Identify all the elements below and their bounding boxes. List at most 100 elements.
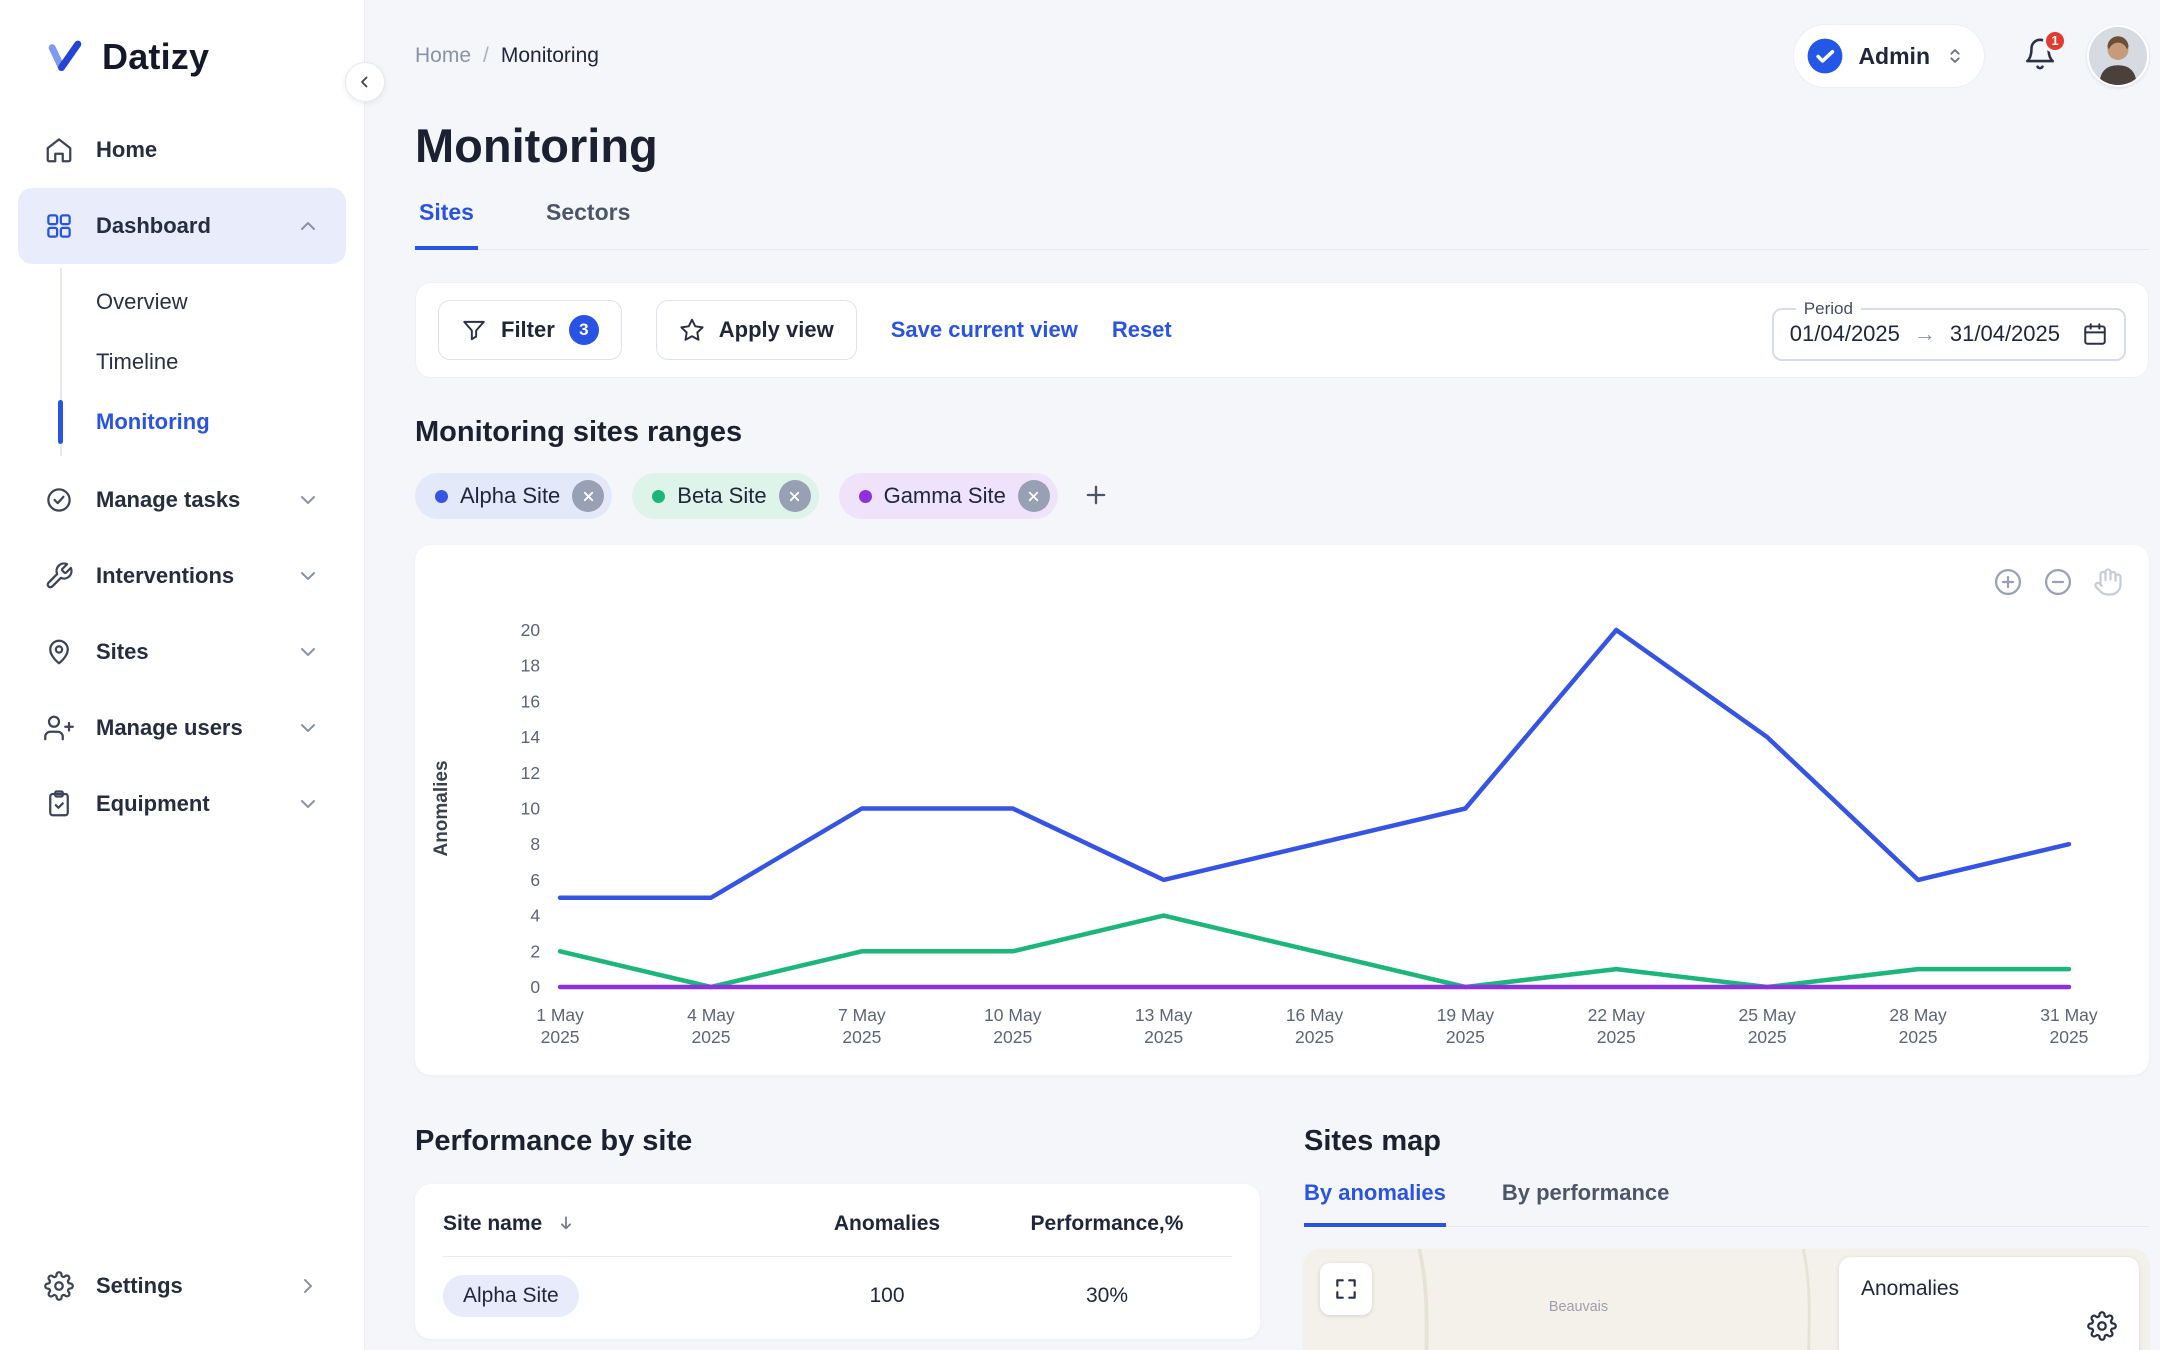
user-avatar[interactable] — [2087, 25, 2149, 87]
column-header-performance: Performance,% — [982, 1212, 1232, 1236]
svg-text:12: 12 — [521, 763, 540, 783]
zoom-in-icon — [1993, 567, 2023, 597]
chevron-left-icon — [356, 73, 374, 91]
sidebar-item-label: Settings — [96, 1273, 183, 1299]
sidebar-item-sites[interactable]: Sites — [18, 614, 346, 690]
svg-text:0: 0 — [530, 977, 540, 997]
close-icon — [581, 489, 596, 504]
map-tabs: By anomalies By performance — [1304, 1180, 2149, 1227]
sidebar-item-home[interactable]: Home — [18, 112, 346, 188]
map-settings-button[interactable] — [2087, 1311, 2117, 1344]
notifications-button[interactable]: 1 — [2023, 37, 2057, 76]
apply-view-button[interactable]: Apply view — [656, 300, 857, 360]
site-chip: Beta Site — [632, 473, 818, 519]
main-content: Home / Monitoring Admin 1 Monitorin — [365, 0, 2160, 1350]
map-legend-label: Anomalies — [1861, 1277, 1959, 1301]
page-tabs: Sites Sectors — [415, 199, 2149, 250]
app: Datizy Home Dashboard Overview Timeline … — [0, 0, 2160, 1350]
map-fullscreen-button[interactable] — [1320, 1263, 1372, 1315]
period-picker[interactable]: Period 01/04/2025 → 31/04/2025 — [1772, 299, 2126, 361]
brand-logo-icon — [44, 36, 86, 78]
close-icon — [787, 489, 802, 504]
topbar-actions: Admin 1 — [1793, 24, 2149, 88]
sidebar-item-label: Home — [96, 137, 157, 163]
sidebar-item-manage-tasks[interactable]: Manage tasks — [18, 462, 346, 538]
sidebar-item-monitoring[interactable]: Monitoring — [62, 392, 346, 452]
sidebar-item-settings[interactable]: Settings — [18, 1248, 346, 1324]
sidebar-item-label: Interventions — [96, 563, 234, 589]
svg-text:4 May: 4 May — [687, 1005, 735, 1025]
brand-name: Datizy — [102, 36, 209, 78]
funnel-icon — [461, 317, 487, 343]
performance-value: 30% — [982, 1284, 1232, 1308]
sidebar-item-timeline[interactable]: Timeline — [62, 332, 346, 392]
save-current-view-link[interactable]: Save current view — [891, 317, 1078, 343]
sidebar-item-dashboard[interactable]: Dashboard — [18, 188, 346, 264]
tab-by-performance[interactable]: By performance — [1502, 1180, 1670, 1227]
dashboard-sub-menu: Overview Timeline Monitoring — [60, 268, 346, 456]
chevron-down-icon — [296, 564, 320, 588]
breadcrumb-home-link[interactable]: Home — [415, 44, 471, 68]
svg-text:13 May: 13 May — [1135, 1005, 1193, 1025]
zoom-out-icon — [2043, 567, 2073, 597]
period-arrow: → — [1914, 321, 1936, 347]
map-legend-panel: Anomalies — [1839, 1257, 2139, 1350]
column-header-site-name[interactable]: Site name — [443, 1212, 792, 1236]
chart-controls — [1993, 567, 2123, 600]
performance-table: Site name Anomalies Performance,% Alpha … — [415, 1184, 1260, 1339]
period-end-date: 31/04/2025 — [1950, 321, 2060, 347]
site-name-pill: Alpha Site — [443, 1275, 579, 1317]
brand-logo: Datizy — [18, 0, 346, 112]
chevron-up-icon — [296, 214, 320, 238]
breadcrumb: Home / Monitoring — [415, 44, 599, 68]
anomalies-chart-card: 024681012141618201 May20254 May20257 May… — [415, 545, 2149, 1075]
zoom-out-button[interactable] — [2043, 567, 2073, 600]
sidebar-collapse-button[interactable] — [345, 62, 385, 102]
chip-remove-button[interactable] — [1018, 480, 1050, 512]
svg-text:20: 20 — [521, 620, 541, 640]
tab-sites[interactable]: Sites — [415, 199, 478, 250]
anomalies-value: 100 — [792, 1284, 982, 1308]
svg-text:2025: 2025 — [2049, 1027, 2088, 1047]
role-label: Admin — [1858, 43, 1930, 70]
chip-remove-button[interactable] — [572, 480, 604, 512]
tab-by-anomalies[interactable]: By anomalies — [1304, 1180, 1446, 1227]
map-place-label: Beauvais — [1549, 1299, 1608, 1315]
svg-text:2025: 2025 — [541, 1027, 580, 1047]
filter-button[interactable]: Filter 3 — [438, 300, 622, 360]
column-header-anomalies: Anomalies — [792, 1212, 982, 1236]
chevron-up-down-icon — [1944, 45, 1966, 67]
sidebar-item-manage-users[interactable]: Manage users — [18, 690, 346, 766]
dashboard-grid-icon — [44, 211, 74, 241]
performance-table-body: Alpha Site 10030% — [443, 1257, 1232, 1335]
breadcrumb-separator: / — [483, 44, 489, 68]
svg-text:16 May: 16 May — [1286, 1005, 1344, 1025]
add-site-chip-button[interactable] — [1078, 478, 1114, 514]
tab-sectors[interactable]: Sectors — [542, 199, 634, 250]
sidebar-nav: Home Dashboard Overview Timeline Monitor… — [18, 112, 346, 842]
avatar-image — [2089, 27, 2147, 85]
sidebar-item-overview[interactable]: Overview — [62, 272, 346, 332]
role-selector[interactable]: Admin — [1793, 24, 1985, 88]
reset-link[interactable]: Reset — [1112, 317, 1172, 343]
check-circle-icon — [44, 485, 74, 515]
chip-color-dot — [435, 490, 448, 503]
sites-map-section: Sites map By anomalies By performance Be… — [1304, 1125, 2149, 1350]
sidebar: Datizy Home Dashboard Overview Timeline … — [0, 0, 365, 1350]
svg-text:1 May: 1 May — [536, 1005, 584, 1025]
hand-icon — [2093, 567, 2123, 597]
chip-remove-button[interactable] — [779, 480, 811, 512]
chevron-right-icon — [296, 1274, 320, 1298]
zoom-in-button[interactable] — [1993, 567, 2023, 600]
svg-text:2: 2 — [530, 941, 540, 961]
pan-button[interactable] — [2093, 567, 2123, 600]
sidebar-item-interventions[interactable]: Interventions — [18, 538, 346, 614]
anomalies-line-chart: 024681012141618201 May20254 May20257 May… — [415, 545, 2149, 1075]
svg-text:2025: 2025 — [691, 1027, 730, 1047]
svg-text:2025: 2025 — [1144, 1027, 1183, 1047]
calendar-icon[interactable] — [2082, 321, 2108, 347]
sidebar-item-equipment[interactable]: Equipment — [18, 766, 346, 842]
svg-text:10 May: 10 May — [984, 1005, 1042, 1025]
svg-text:22 May: 22 May — [1588, 1005, 1646, 1025]
apply-view-label: Apply view — [719, 317, 834, 343]
